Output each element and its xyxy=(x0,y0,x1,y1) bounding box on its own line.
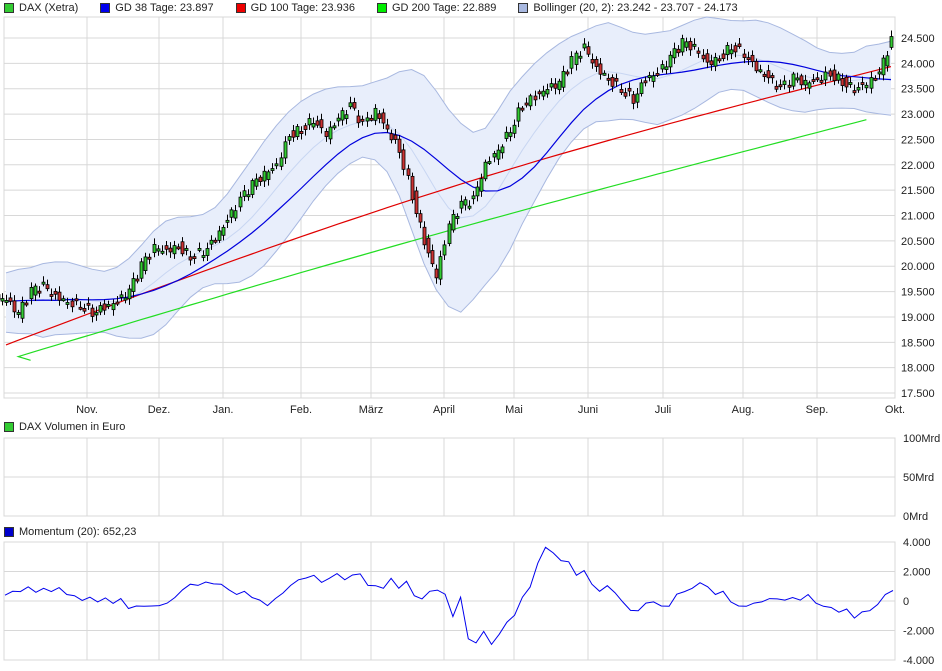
legend-label: GD 38 Tage: 23.897 xyxy=(115,2,214,14)
legend-swatch-bollinger xyxy=(518,3,529,13)
price-y-axis: 24.500 24.000 23.500 23.000 22.500 22.000 21.5… xyxy=(901,33,935,400)
svg-text:20.500: 20.500 xyxy=(901,236,935,248)
svg-text:Dez.: Dez. xyxy=(148,404,171,416)
legend-label: GD 200 Tage: 22.889 xyxy=(391,2,497,14)
chart-legend: DAX (Xetra) GD 38 Tage: 23.897 GD 100 Ta… xyxy=(4,1,760,15)
svg-text:4.000: 4.000 xyxy=(903,537,931,549)
legend-swatch-gd100 xyxy=(235,3,246,13)
svg-text:Mai: Mai xyxy=(505,404,523,416)
svg-text:20.000: 20.000 xyxy=(901,261,935,273)
volume-grid xyxy=(3,437,896,517)
svg-text:100Mrd: 100Mrd xyxy=(903,433,940,445)
legend-label: DAX (Xetra) xyxy=(19,2,79,14)
volume-y-axis: 100Mrd 50Mrd 0Mrd xyxy=(903,433,940,523)
svg-text:April: April xyxy=(433,404,455,416)
svg-text:Feb.: Feb. xyxy=(290,404,312,416)
svg-text:2.000: 2.000 xyxy=(903,567,931,579)
svg-text:Juli: Juli xyxy=(655,404,672,416)
momentum-panel-title: Momentum (20): 652,23 xyxy=(4,526,136,538)
svg-text:Jan.: Jan. xyxy=(213,404,234,416)
legend-item-gd38[interactable]: GD 38 Tage: 23.897 xyxy=(100,2,214,14)
momentum-title-label: Momentum (20): 652,23 xyxy=(19,526,137,538)
svg-text:19.000: 19.000 xyxy=(901,312,935,324)
momentum-line xyxy=(4,546,894,646)
svg-text:Aug.: Aug. xyxy=(732,404,755,416)
svg-text:23.000: 23.000 xyxy=(901,109,935,121)
momentum-grid xyxy=(3,541,896,661)
legend-item-dax[interactable]: DAX (Xetra) xyxy=(4,2,78,14)
moving-average-lines xyxy=(5,60,892,361)
svg-text:-2.000: -2.000 xyxy=(903,626,934,638)
legend-item-gd100[interactable]: GD 100 Tage: 23.936 xyxy=(235,2,355,14)
momentum-swatch xyxy=(4,527,14,537)
svg-text:19.500: 19.500 xyxy=(901,287,935,299)
svg-text:23.500: 23.500 xyxy=(901,84,935,96)
volume-title-label: DAX Volumen in Euro xyxy=(19,421,126,433)
svg-text:24.500: 24.500 xyxy=(901,33,935,45)
volume-swatch xyxy=(4,422,14,432)
legend-item-gd200[interactable]: GD 200 Tage: 22.889 xyxy=(376,2,497,14)
svg-text:22.500: 22.500 xyxy=(901,134,935,146)
svg-text:17.500: 17.500 xyxy=(901,388,935,400)
svg-text:März: März xyxy=(359,404,383,416)
svg-text:Nov.: Nov. xyxy=(76,404,98,416)
legend-label: GD 100 Tage: 23.936 xyxy=(250,2,355,14)
time-x-axis: Nov. Dez. Jan. Feb. März April Mai Juni Juli Aug.… xyxy=(76,404,905,416)
svg-text:22.000: 22.000 xyxy=(901,160,935,172)
svg-text:21.000: 21.000 xyxy=(901,211,935,223)
price-candles xyxy=(0,30,894,323)
svg-text:0Mrd: 0Mrd xyxy=(903,511,928,523)
svg-text:24.000: 24.000 xyxy=(901,58,935,70)
svg-text:18.000: 18.000 xyxy=(901,363,935,375)
svg-text:Juni: Juni xyxy=(578,404,598,416)
legend-swatch-dax xyxy=(4,3,14,13)
legend-item-bollinger[interactable]: Bollinger (20, 2): 23.242 - 23.707 - 24.… xyxy=(518,2,738,14)
svg-text:0: 0 xyxy=(903,596,909,608)
momentum-y-axis: 4.000 2.000 0 -2.000 -4.000 xyxy=(903,537,934,667)
volume-panel-title: DAX Volumen in Euro xyxy=(4,421,125,433)
svg-text:50Mrd: 50Mrd xyxy=(903,472,934,484)
legend-label: Bollinger (20, 2): 23.242 - 23.707 - 24.… xyxy=(533,2,738,14)
svg-text:21.500: 21.500 xyxy=(901,185,935,197)
legend-swatch-gd38 xyxy=(100,3,111,13)
legend-swatch-gd200 xyxy=(376,3,387,13)
svg-text:Okt.: Okt. xyxy=(885,404,905,416)
svg-text:Sep.: Sep. xyxy=(806,404,829,416)
svg-text:18.500: 18.500 xyxy=(901,337,935,349)
svg-text:-4.000: -4.000 xyxy=(903,655,934,667)
